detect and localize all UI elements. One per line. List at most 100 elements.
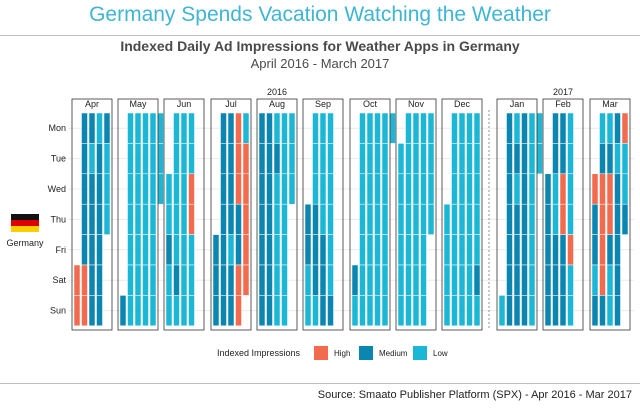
heatmap-cell bbox=[273, 264, 281, 296]
heatmap-cell bbox=[258, 143, 266, 175]
heatmap-cell bbox=[235, 203, 242, 235]
heatmap-cell bbox=[412, 203, 420, 235]
heatmap-cell bbox=[473, 143, 481, 175]
heatmap-cell bbox=[235, 295, 242, 327]
heatmap-cell bbox=[389, 112, 396, 144]
heatmap-cell bbox=[381, 143, 389, 175]
banner-divider bbox=[0, 35, 640, 36]
heatmap-cell bbox=[96, 112, 103, 144]
heatmap-cell bbox=[173, 234, 180, 266]
heatmap-cell bbox=[458, 143, 466, 175]
heatmap-cell bbox=[96, 203, 103, 235]
weekday-label: Sat bbox=[52, 275, 66, 285]
heatmap-cell bbox=[149, 295, 157, 327]
legend-label-low: Low bbox=[433, 349, 448, 358]
heatmap-cell bbox=[521, 264, 528, 296]
heatmap-cell bbox=[528, 112, 536, 144]
heatmap-cell bbox=[559, 112, 567, 144]
heatmap-cell bbox=[405, 264, 412, 296]
heatmap-cell bbox=[451, 234, 458, 266]
heatmap-cell bbox=[134, 203, 142, 235]
heatmap-cell bbox=[606, 143, 614, 175]
heatmap-cell bbox=[134, 264, 142, 296]
heatmap-cell bbox=[273, 295, 281, 327]
heatmap-cell bbox=[188, 203, 195, 235]
heatmap-cell bbox=[242, 203, 250, 235]
heatmap-cell bbox=[374, 295, 381, 327]
month-panel-may: May bbox=[117, 98, 164, 331]
heatmap-cell bbox=[235, 173, 242, 205]
heatmap-cell bbox=[420, 295, 427, 327]
heatmap-cell bbox=[81, 264, 88, 296]
heatmap-cell bbox=[528, 203, 536, 235]
weekday-label: Fri bbox=[56, 245, 67, 255]
heatmap-cell bbox=[397, 295, 405, 327]
heatmap-cell bbox=[412, 295, 420, 327]
heatmap-cell bbox=[220, 234, 227, 266]
heatmap-cell bbox=[412, 112, 420, 144]
heatmap-cell bbox=[173, 295, 180, 327]
heatmap-cell bbox=[473, 203, 481, 235]
heatmap-cell bbox=[473, 295, 481, 327]
heatmap-cell bbox=[227, 264, 235, 296]
source-note: Source: Smaato Publisher Platform (SPX) … bbox=[317, 389, 632, 401]
heatmap-cell bbox=[266, 173, 273, 205]
heatmap-cell bbox=[319, 203, 327, 235]
heatmap-cell bbox=[473, 112, 481, 144]
heatmap-cell bbox=[506, 264, 513, 296]
heatmap-cell bbox=[366, 234, 374, 266]
heatmap-cell bbox=[544, 295, 552, 327]
legend-label-high: High bbox=[334, 349, 350, 358]
heatmap-cell bbox=[273, 112, 281, 144]
heatmap-cell bbox=[149, 112, 157, 144]
heatmap-cell bbox=[312, 203, 319, 235]
heatmap-cell bbox=[327, 173, 334, 205]
heatmap-cell bbox=[127, 295, 134, 327]
heatmap-cell bbox=[427, 173, 435, 205]
heatmap-cell bbox=[258, 264, 266, 296]
heatmap-cell bbox=[180, 295, 188, 327]
heatmap-cell bbox=[506, 295, 513, 327]
heatmap-cell bbox=[142, 143, 149, 175]
heatmap-cell bbox=[606, 264, 614, 296]
banner-title: Germany Spends Vacation Watching the Wea… bbox=[89, 3, 551, 26]
heatmap-cell bbox=[506, 203, 513, 235]
month-label: Feb bbox=[555, 99, 571, 109]
heatmap-cell bbox=[374, 173, 381, 205]
calendar-heatmap-chart: Indexed Daily Ad Impressions for Weather… bbox=[6, 38, 634, 360]
heatmap-cell bbox=[559, 203, 567, 235]
heatmap-cell bbox=[319, 264, 327, 296]
heatmap-cell bbox=[567, 295, 574, 327]
legend-label-medium: Medium bbox=[379, 349, 408, 358]
heatmap-cell bbox=[621, 143, 629, 175]
heatmap-cell bbox=[621, 173, 629, 205]
heatmap-cell bbox=[536, 112, 543, 144]
heatmap-cell bbox=[559, 173, 567, 205]
heatmap-cell bbox=[451, 264, 458, 296]
month-label: Jan bbox=[510, 99, 525, 109]
heatmap-cell bbox=[559, 264, 567, 296]
heatmap-cell bbox=[405, 112, 412, 144]
heatmap-cell bbox=[165, 203, 173, 235]
heatmap-cell bbox=[288, 143, 296, 175]
heatmap-cell bbox=[212, 264, 220, 296]
month-panel-nov: Nov bbox=[395, 98, 437, 331]
heatmap-cell bbox=[359, 173, 366, 205]
heatmap-cell bbox=[304, 264, 312, 296]
heatmap-cell bbox=[142, 264, 149, 296]
legend-title: Indexed Impressions bbox=[217, 348, 301, 358]
heatmap-cell bbox=[614, 264, 621, 296]
heatmap-cell bbox=[359, 203, 366, 235]
heatmap-cell bbox=[513, 234, 521, 266]
heatmap-cell bbox=[606, 112, 614, 144]
heatmap-cell bbox=[327, 234, 334, 266]
heatmap-cell bbox=[466, 295, 473, 327]
weekday-label: Mon bbox=[48, 123, 66, 133]
heatmap-cell bbox=[466, 203, 473, 235]
heatmap-cell bbox=[258, 173, 266, 205]
heatmap-cell bbox=[351, 295, 359, 327]
heatmap-cell bbox=[366, 143, 374, 175]
heatmap-cell bbox=[242, 112, 250, 144]
heatmap-cell bbox=[173, 143, 180, 175]
heatmap-cell bbox=[157, 173, 164, 205]
